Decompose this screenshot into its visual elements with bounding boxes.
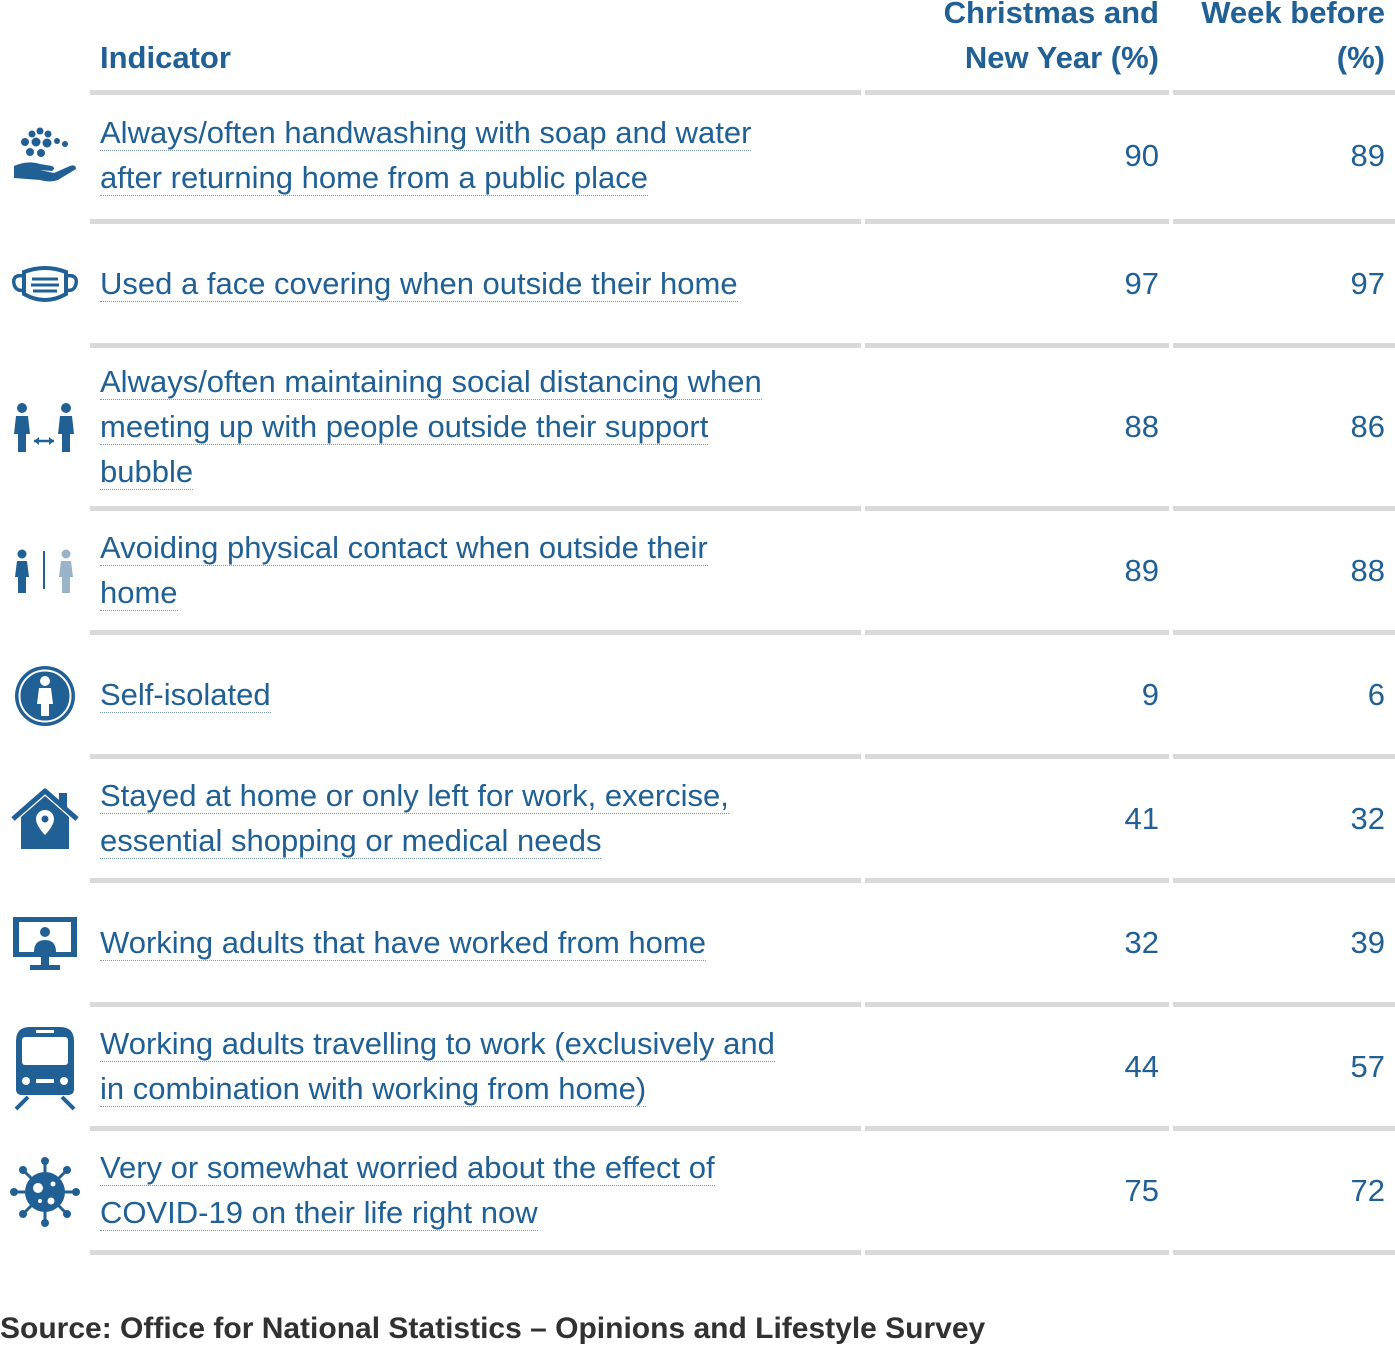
table-row: Always/often handwashing with soap and w… [0, 95, 1395, 219]
row-rule [1173, 1250, 1395, 1255]
indicator-label: Always/often maintaining social distanci… [100, 364, 762, 490]
row-rule [865, 630, 1169, 635]
row-rule [1173, 1126, 1395, 1131]
week-before-value: 88 [1350, 553, 1385, 588]
row-rule [865, 219, 1169, 224]
table-row: Used a face covering when outside their … [0, 225, 1395, 345]
row-rule [1173, 754, 1395, 759]
row-rule [1173, 506, 1395, 511]
table-row: Working adults that have worked from hom… [0, 884, 1395, 1004]
indicator-label: Working adults travelling to work (exclu… [100, 1026, 775, 1107]
header-week-line1: Week before [1201, 0, 1385, 30]
week-before-value: 72 [1350, 1173, 1385, 1208]
row-rule [1173, 219, 1395, 224]
row-rule [90, 1002, 861, 1007]
header-christmas-line2: New Year (%) [964, 40, 1159, 75]
row-rule [865, 1002, 1169, 1007]
face-mask-icon [10, 260, 80, 310]
row-rule [1173, 1002, 1395, 1007]
row-rule [90, 754, 861, 759]
row-rule [865, 90, 1169, 95]
social-distancing-icon [10, 399, 80, 459]
week-before-value: 6 [1367, 677, 1385, 712]
source-note: Source: Office for National Statistics –… [0, 1312, 986, 1345]
indicator-label: Working adults that have worked from hom… [100, 925, 706, 961]
row-rule [865, 878, 1169, 883]
christmas-value: 89 [1124, 553, 1159, 588]
christmas-value: 75 [1124, 1173, 1159, 1208]
header-christmas-line1: Christmas and [943, 0, 1159, 30]
handwashing-icon [10, 122, 80, 192]
indicator-label: Avoiding physical contact when outside t… [100, 530, 708, 611]
week-before-value: 39 [1350, 925, 1385, 960]
row-rule [90, 343, 861, 348]
christmas-value: 88 [1124, 409, 1159, 444]
week-before-value: 86 [1350, 409, 1385, 444]
indicator-label: Self-isolated [100, 677, 271, 713]
christmas-value: 9 [1141, 677, 1159, 712]
header-christmas: Christmas and New Year (%) [865, 0, 1159, 80]
indicator-label: Always/often handwashing with soap and w… [100, 115, 752, 196]
header-week-line2: (%) [1336, 40, 1385, 75]
row-rule [1173, 343, 1395, 348]
row-rule [865, 343, 1169, 348]
table-row: Self-isolated 9 6 [0, 636, 1395, 756]
christmas-value: 32 [1124, 925, 1159, 960]
row-rule [90, 90, 861, 95]
house-location-icon [10, 785, 80, 855]
table-row: Always/often maintaining social distanci… [0, 349, 1395, 508]
christmas-value: 44 [1124, 1049, 1159, 1084]
week-before-value: 32 [1350, 801, 1385, 836]
week-before-value: 97 [1350, 266, 1385, 301]
virus-icon [10, 1157, 80, 1227]
christmas-value: 90 [1124, 138, 1159, 173]
table-row: Working adults travelling to work (exclu… [0, 1008, 1395, 1128]
indicator-label: Very or somewhat worried about the effec… [100, 1150, 715, 1231]
no-contact-icon [10, 547, 80, 597]
indicator-label: Stayed at home or only left for work, ex… [100, 778, 729, 859]
row-rule [90, 1126, 861, 1131]
row-rule [90, 506, 861, 511]
video-call-monitor-icon [10, 914, 80, 974]
christmas-value: 97 [1124, 266, 1159, 301]
week-before-value: 57 [1350, 1049, 1385, 1084]
row-rule [865, 1126, 1169, 1131]
table-row: Very or somewhat worried about the effec… [0, 1132, 1395, 1252]
row-rule [1173, 878, 1395, 883]
row-rule [90, 1250, 861, 1255]
self-isolation-icon [10, 661, 80, 731]
row-rule [1173, 630, 1395, 635]
train-icon [10, 1023, 80, 1113]
header-indicator: Indicator [100, 40, 231, 75]
christmas-value: 41 [1124, 801, 1159, 836]
week-before-value: 89 [1350, 138, 1385, 173]
row-rule [865, 754, 1169, 759]
header-week-before: Week before (%) [1172, 0, 1385, 80]
row-rule [1173, 90, 1395, 95]
indicator-label: Used a face covering when outside their … [100, 266, 738, 302]
row-rule [865, 1250, 1169, 1255]
table-row: Avoiding physical contact when outside t… [0, 512, 1395, 632]
row-rule [865, 506, 1169, 511]
row-rule [90, 878, 861, 883]
table-row: Stayed at home or only left for work, ex… [0, 760, 1395, 880]
row-rule [90, 219, 861, 224]
row-rule [90, 630, 861, 635]
